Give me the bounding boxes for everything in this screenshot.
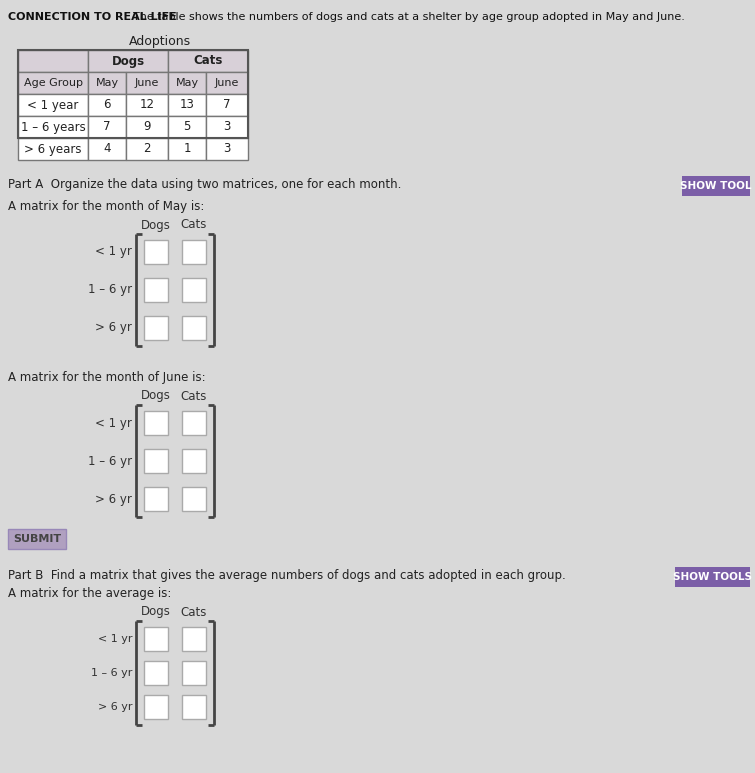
Bar <box>8 529 66 549</box>
Text: 3: 3 <box>223 121 231 134</box>
Text: SHOW TOOLS: SHOW TOOLS <box>673 572 752 582</box>
Text: 6: 6 <box>103 98 111 111</box>
Bar <box>182 695 206 719</box>
Text: Cats: Cats <box>180 390 207 403</box>
Bar <box>206 116 248 138</box>
Bar <box>182 278 206 302</box>
Text: 1 – 6 yr: 1 – 6 yr <box>88 455 132 468</box>
Text: CONNECTION TO REAL LIFE: CONNECTION TO REAL LIFE <box>8 12 177 22</box>
Bar <box>182 240 206 264</box>
Text: Dogs: Dogs <box>141 605 171 618</box>
Bar <box>144 487 168 511</box>
Bar <box>18 138 88 160</box>
Text: < 1 yr: < 1 yr <box>97 634 132 644</box>
Bar <box>18 72 88 94</box>
Text: 3: 3 <box>223 142 231 155</box>
Text: The table shows the numbers of dogs and cats at a shelter by age group adopted i: The table shows the numbers of dogs and … <box>126 12 685 22</box>
Text: 13: 13 <box>180 98 195 111</box>
Bar <box>182 449 206 473</box>
Text: A matrix for the month of May is:: A matrix for the month of May is: <box>8 200 205 213</box>
Bar <box>182 627 206 651</box>
Text: May: May <box>175 78 199 88</box>
Text: > 6 yr: > 6 yr <box>97 702 132 712</box>
Bar <box>168 72 206 94</box>
Text: < 1 yr: < 1 yr <box>95 417 132 430</box>
Text: May: May <box>95 78 119 88</box>
Text: Dogs: Dogs <box>112 55 144 67</box>
Bar <box>18 50 248 138</box>
Bar <box>168 138 206 160</box>
Bar <box>168 116 206 138</box>
Bar <box>144 449 168 473</box>
Text: 9: 9 <box>143 121 151 134</box>
Text: > 6 yr: > 6 yr <box>95 322 132 335</box>
Bar <box>126 116 168 138</box>
Text: A matrix for the average is:: A matrix for the average is: <box>8 587 171 600</box>
Bar <box>182 411 206 435</box>
Text: Cats: Cats <box>180 219 207 231</box>
Text: Dogs: Dogs <box>141 219 171 231</box>
Text: A matrix for the month of June is:: A matrix for the month of June is: <box>8 371 205 384</box>
Bar <box>88 138 126 160</box>
Text: SHOW TOOL: SHOW TOOL <box>680 181 752 191</box>
Text: 4: 4 <box>103 142 111 155</box>
Text: 1 – 6 years: 1 – 6 years <box>20 121 85 134</box>
Bar <box>144 240 168 264</box>
Text: June: June <box>135 78 159 88</box>
Bar <box>88 72 126 94</box>
Bar <box>144 278 168 302</box>
Bar <box>126 72 168 94</box>
Text: Part A  Organize the data using two matrices, one for each month.: Part A Organize the data using two matri… <box>8 178 402 191</box>
Bar <box>18 116 88 138</box>
Text: < 1 year: < 1 year <box>27 98 79 111</box>
Bar <box>182 487 206 511</box>
Text: 7: 7 <box>223 98 231 111</box>
Text: Adoptions: Adoptions <box>129 35 191 48</box>
Text: 1 – 6 yr: 1 – 6 yr <box>91 668 132 678</box>
Bar <box>206 72 248 94</box>
Text: Age Group: Age Group <box>23 78 82 88</box>
Text: > 6 yr: > 6 yr <box>95 492 132 506</box>
Text: 1: 1 <box>183 142 191 155</box>
Text: < 1 yr: < 1 yr <box>95 246 132 258</box>
Text: Part B  Find a matrix that gives the average numbers of dogs and cats adopted in: Part B Find a matrix that gives the aver… <box>8 569 565 582</box>
Bar <box>126 94 168 116</box>
Text: 2: 2 <box>143 142 151 155</box>
Bar <box>206 138 248 160</box>
Bar <box>144 316 168 340</box>
Text: 12: 12 <box>140 98 155 111</box>
Bar <box>18 94 88 116</box>
Bar <box>88 94 126 116</box>
Bar <box>144 411 168 435</box>
Bar <box>126 138 168 160</box>
Bar <box>168 50 248 72</box>
Bar <box>182 316 206 340</box>
Text: Cats: Cats <box>180 605 207 618</box>
Bar <box>675 567 750 587</box>
Text: 7: 7 <box>103 121 111 134</box>
Bar <box>88 116 126 138</box>
Text: SUBMIT: SUBMIT <box>13 534 61 544</box>
Text: Cats: Cats <box>193 55 223 67</box>
Bar <box>18 50 88 72</box>
Bar <box>682 176 750 196</box>
Text: Dogs: Dogs <box>141 390 171 403</box>
Bar <box>168 94 206 116</box>
Bar <box>144 661 168 685</box>
Text: > 6 years: > 6 years <box>24 142 82 155</box>
Bar <box>144 695 168 719</box>
Text: 5: 5 <box>183 121 191 134</box>
Bar <box>182 661 206 685</box>
Text: 1 – 6 yr: 1 – 6 yr <box>88 284 132 297</box>
Bar <box>144 627 168 651</box>
Text: June: June <box>215 78 239 88</box>
Bar <box>88 50 168 72</box>
Bar <box>206 94 248 116</box>
